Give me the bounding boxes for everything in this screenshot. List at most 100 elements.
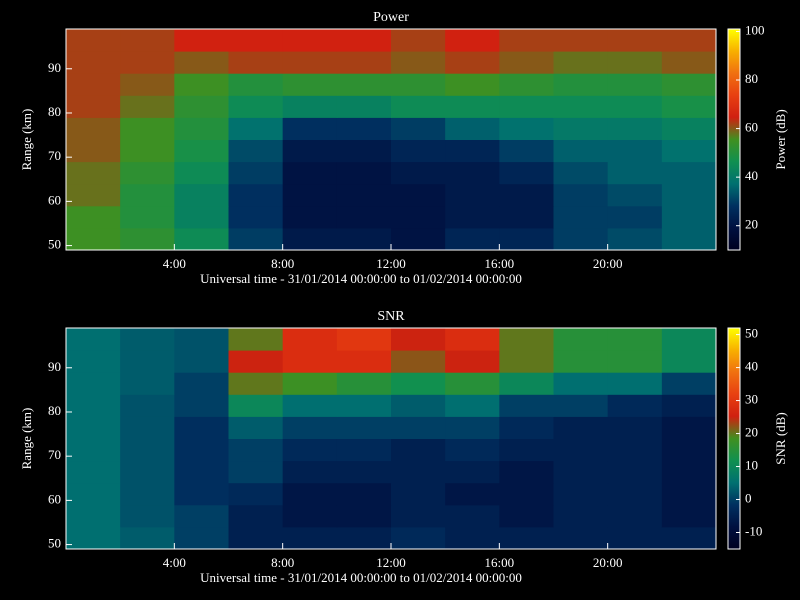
heatmap-cell <box>228 29 284 52</box>
heatmap-cell <box>282 117 338 140</box>
heatmap-cell <box>66 95 121 118</box>
heatmap-cell <box>499 394 554 417</box>
heatmap-cell <box>391 460 446 484</box>
heatmap-cell <box>499 29 554 52</box>
heatmap-cell <box>174 394 229 417</box>
heatmap-cell <box>445 73 500 96</box>
heatmap-cell <box>553 117 609 140</box>
heatmap-cell <box>661 482 717 506</box>
heatmap-cell <box>228 139 284 163</box>
heatmap-cell <box>66 73 121 96</box>
x-tick-label: 4:00 <box>163 256 186 271</box>
colorbar-tick-label: 60 <box>745 120 758 135</box>
colorbar-tick-label: 10 <box>745 458 758 473</box>
heatmap-cell <box>445 95 500 118</box>
heatmap-cell <box>391 504 446 528</box>
heatmap-cell <box>553 416 609 439</box>
heatmap-cell <box>228 350 284 373</box>
heatmap-cell <box>66 504 121 528</box>
heatmap-cell <box>228 51 284 74</box>
heatmap-cell <box>282 29 338 52</box>
heatmap-cell <box>391 139 446 163</box>
x-axis-label: Universal time - 31/01/2014 00:00:00 to … <box>200 570 522 585</box>
heatmap-cell <box>336 161 392 185</box>
heatmap-cell <box>120 205 175 229</box>
heatmap-cell <box>553 526 609 550</box>
heatmap-cell <box>391 328 446 351</box>
heatmap-cell <box>445 227 500 251</box>
heatmap-cell <box>282 372 338 395</box>
y-tick-label: 90 <box>48 60 61 75</box>
heatmap-cell <box>66 394 121 417</box>
heatmap-cell <box>445 394 500 417</box>
heatmap-cell <box>553 29 609 52</box>
heatmap-cell <box>607 183 663 207</box>
heatmap-cell <box>120 139 175 163</box>
heatmap-cell <box>174 438 229 462</box>
heatmap-cell <box>499 139 554 163</box>
heatmap-cell <box>174 482 229 506</box>
heatmap-cell <box>661 328 717 351</box>
heatmap-cell <box>282 350 338 373</box>
y-tick-label: 50 <box>48 237 61 252</box>
heatmap-cell <box>120 460 175 484</box>
heatmap-cell <box>336 350 392 373</box>
heatmap-cell <box>336 394 392 417</box>
heatmap-cell <box>391 51 446 74</box>
heatmap-cell <box>499 504 554 528</box>
heatmap-cell <box>391 350 446 373</box>
heatmap-cell <box>120 394 175 417</box>
heatmap-cell <box>445 117 500 140</box>
heatmap-cell <box>336 51 392 74</box>
heatmap-cell <box>282 482 338 506</box>
heatmap-cell <box>336 460 392 484</box>
heatmap-cell <box>66 526 121 550</box>
heatmap-cell <box>228 416 284 439</box>
heatmap-cell <box>120 438 175 462</box>
heatmap-cell <box>607 73 663 96</box>
heatmap-cell <box>607 227 663 251</box>
heatmap-cell <box>120 29 175 52</box>
heatmap-cell <box>174 205 229 229</box>
y-tick-label: 80 <box>48 104 61 119</box>
x-tick-label: 12:00 <box>376 256 406 271</box>
heatmap-cell <box>228 372 284 395</box>
heatmap-cell <box>607 29 663 52</box>
heatmap-cell <box>228 504 284 528</box>
heatmap-cell <box>445 350 500 373</box>
heatmap-cell <box>661 161 717 185</box>
heatmap-cell <box>66 460 121 484</box>
heatmap-cell <box>607 117 663 140</box>
heatmap-cell <box>445 504 500 528</box>
heatmap-cell <box>661 227 717 251</box>
y-tick-label: 70 <box>48 148 61 163</box>
heatmap-cell <box>391 161 446 185</box>
heatmap-cell <box>661 526 717 550</box>
heatmap-cell <box>336 416 392 439</box>
colorbar-tick-label: 30 <box>745 392 758 407</box>
heatmap-cell <box>336 95 392 118</box>
heatmap-cell <box>499 328 554 351</box>
heatmap-cell <box>499 117 554 140</box>
heatmap-cell <box>499 51 554 74</box>
heatmap-cell <box>228 161 284 185</box>
heatmap-cell <box>174 372 229 395</box>
x-tick-label: 20:00 <box>593 555 623 570</box>
heatmap-cell <box>607 460 663 484</box>
heatmap-cell <box>66 372 121 395</box>
heatmap-cell <box>120 117 175 140</box>
heatmap-cell <box>228 438 284 462</box>
heatmap-cell <box>391 95 446 118</box>
heatmap-cell <box>336 482 392 506</box>
heatmap-cell <box>391 227 446 251</box>
colorbar-tick-label: 20 <box>745 217 758 232</box>
heatmap-cell <box>174 350 229 373</box>
heatmap-cell <box>499 227 554 251</box>
heatmap-cell <box>336 139 392 163</box>
heatmap-cell <box>336 438 392 462</box>
heatmap-cell <box>661 183 717 207</box>
heatmap-cell <box>66 117 121 140</box>
heatmap-cell <box>607 95 663 118</box>
heatmap-cell <box>228 205 284 229</box>
